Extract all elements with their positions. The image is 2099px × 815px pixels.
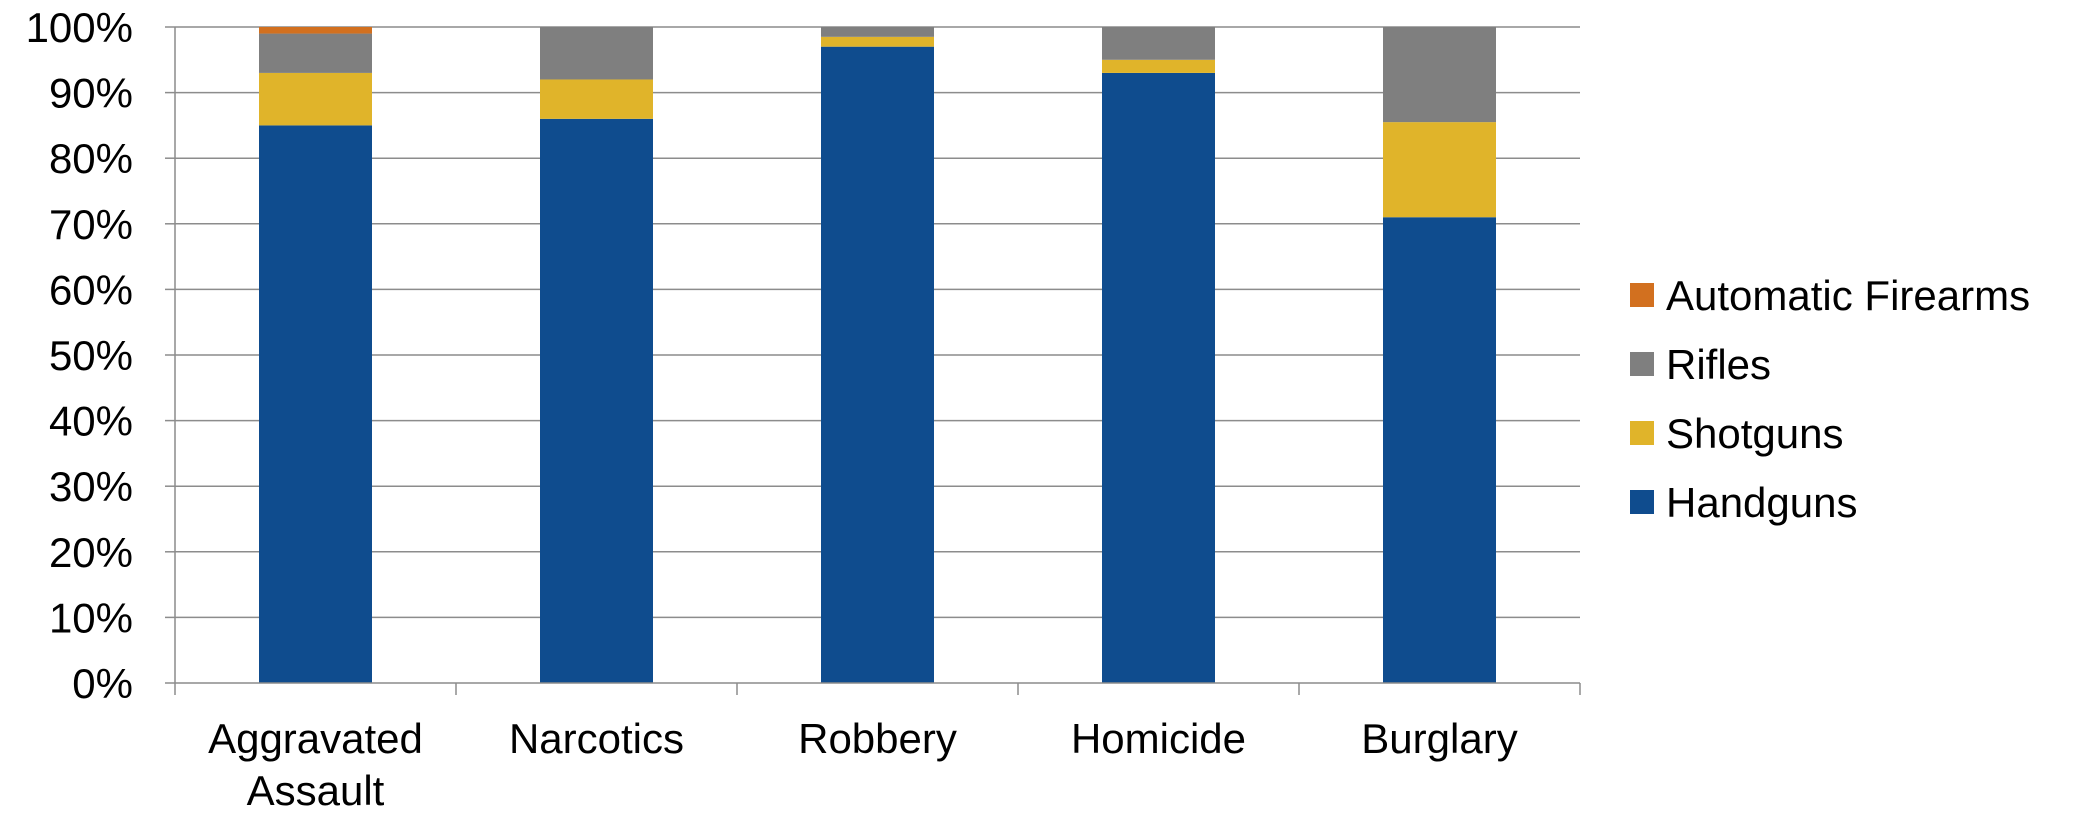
y-tick-label: 80%: [49, 135, 133, 182]
legend-swatch: [1630, 490, 1654, 514]
bar-segment-handguns: [540, 118, 653, 684]
bar-segment-automatic-firearms: [259, 27, 372, 34]
y-tick-label: 40%: [49, 398, 133, 445]
legend-item: Rifles: [1630, 341, 1771, 388]
x-tick-label: Aggravated: [208, 715, 423, 762]
y-tick-label: 30%: [49, 463, 133, 510]
y-tick-label: 10%: [49, 594, 133, 641]
bar-segment-shotguns: [1383, 122, 1496, 218]
y-tick-label: 90%: [49, 70, 133, 117]
bar-segment-rifles: [1383, 27, 1496, 123]
x-tick-label: Burglary: [1361, 715, 1517, 762]
bar-segment-handguns: [1102, 72, 1215, 684]
x-tick-label: Homicide: [1071, 715, 1246, 762]
legend-label: Automatic Firearms: [1666, 272, 2030, 319]
legend-swatch: [1630, 352, 1654, 376]
axes: [165, 26, 1581, 695]
legend-label: Shotguns: [1666, 410, 1843, 457]
x-tick-label: Robbery: [798, 715, 957, 762]
y-tick-label: 100%: [26, 4, 133, 51]
legend-label: Handguns: [1666, 479, 1857, 526]
y-tick-label: 50%: [49, 332, 133, 379]
y-tick-label: 0%: [72, 660, 133, 707]
bar-segment-handguns: [821, 46, 934, 684]
x-axis-tick-labels: Aggravated Assault Narcotics Robbery Homicid…: [208, 715, 1518, 814]
legend-swatch: [1630, 421, 1654, 445]
y-tick-label: 20%: [49, 529, 133, 576]
bar-segment-handguns: [259, 125, 372, 683]
legend-label: Rifles: [1666, 341, 1771, 388]
bar-segment-rifles: [259, 33, 372, 73]
bar-segment-shotguns: [821, 36, 934, 47]
bar-segment-rifles: [821, 27, 934, 37]
y-tick-label: 70%: [49, 201, 133, 248]
x-tick-label: Narcotics: [509, 715, 684, 762]
legend-item: Shotguns: [1630, 410, 1843, 457]
bars: [259, 27, 1496, 684]
legend-item: Automatic Firearms: [1630, 272, 2030, 319]
bar-segment-shotguns: [1102, 59, 1215, 73]
y-axis-tick-labels: 0% 10% 20% 30% 40% 50% 60% 70% 80% 90% 100%: [26, 4, 133, 707]
legend-swatch: [1630, 283, 1654, 307]
bar-segment-rifles: [1102, 27, 1215, 60]
bar-segment-handguns: [1383, 217, 1496, 684]
legend-item: Handguns: [1630, 479, 1857, 526]
x-tick-label: Assault: [247, 767, 385, 814]
bar-segment-shotguns: [259, 72, 372, 126]
y-tick-label: 60%: [49, 266, 133, 313]
bar-segment-shotguns: [540, 79, 653, 119]
legend: Automatic Firearms Rifles Shotguns Handguns: [1630, 272, 2030, 526]
bar-segment-rifles: [540, 27, 653, 80]
